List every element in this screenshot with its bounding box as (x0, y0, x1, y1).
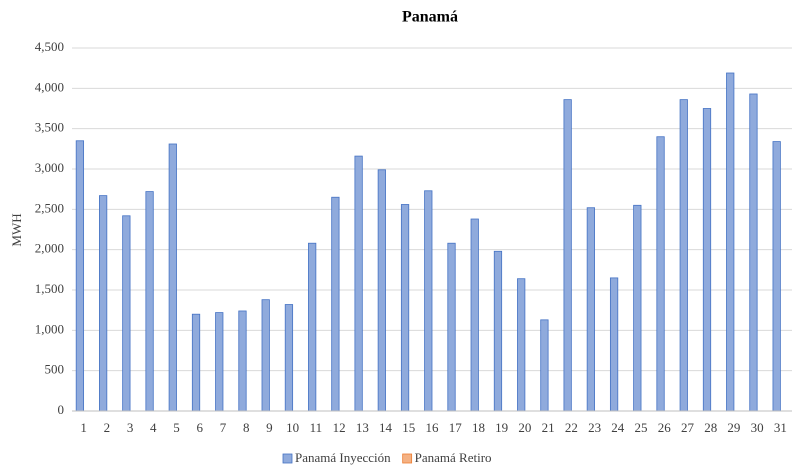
x-tick-label: 30 (751, 420, 764, 435)
y-tick-label: 3,500 (35, 120, 64, 135)
bar (679, 99, 688, 412)
bar (377, 169, 386, 412)
x-tick-label: 3 (127, 420, 134, 435)
bar (493, 250, 503, 412)
y-tick-label: 0 (58, 402, 65, 417)
bar (261, 299, 270, 412)
bar (400, 204, 410, 412)
bar (308, 242, 317, 412)
x-tick-label: 22 (565, 420, 578, 435)
bar (75, 140, 85, 412)
x-tick-label: 6 (196, 420, 203, 435)
bar (331, 196, 340, 412)
x-tick-label: 14 (379, 420, 393, 435)
bar (215, 312, 224, 412)
legend-swatch (402, 453, 413, 464)
x-tick-label: 20 (518, 420, 531, 435)
bar (238, 310, 247, 412)
x-tick-label: 23 (588, 420, 601, 435)
bar (540, 319, 549, 412)
bar (284, 304, 294, 412)
x-tick-label: 15 (402, 420, 415, 435)
bar (145, 191, 154, 412)
bar (99, 195, 108, 412)
x-tick-label: 17 (449, 420, 463, 435)
bar (633, 204, 642, 412)
bar (517, 278, 526, 412)
legend-swatch (282, 453, 293, 464)
x-tick-label: 10 (286, 420, 299, 435)
bar (749, 93, 758, 412)
chart-title: Panamá (402, 9, 458, 26)
x-tick-label: 5 (173, 420, 180, 435)
x-tick-label: 28 (704, 420, 717, 435)
x-tick-label: 9 (266, 420, 273, 435)
x-tick-label: 21 (542, 420, 555, 435)
bar (726, 72, 735, 412)
y-axis-label: MWH (9, 213, 24, 246)
x-tick-label: 26 (658, 420, 672, 435)
legend-label: Panamá Inyección (295, 450, 391, 465)
bar (191, 313, 201, 412)
bar (447, 242, 456, 412)
x-tick-label: 11 (310, 420, 323, 435)
x-tick-label: 16 (426, 420, 440, 435)
x-tick-label: 12 (333, 420, 346, 435)
x-tick-label: 29 (727, 420, 740, 435)
x-tick-label: 8 (243, 420, 250, 435)
bar (424, 190, 433, 412)
x-tick-label: 31 (774, 420, 787, 435)
legend-label: Panamá Retiro (415, 450, 492, 465)
bar (702, 108, 712, 412)
x-tick-label: 13 (356, 420, 369, 435)
x-tick-label: 18 (472, 420, 485, 435)
bar (609, 277, 619, 412)
bar (470, 218, 479, 412)
y-tick-label: 2,500 (35, 200, 64, 215)
y-tick-label: 3,000 (35, 160, 64, 175)
y-tick-label: 4,500 (35, 39, 64, 54)
bar (168, 143, 177, 412)
x-tick-label: 4 (150, 420, 157, 435)
x-tick-label: 25 (635, 420, 648, 435)
y-tick-label: 1,500 (35, 281, 64, 296)
y-tick-label: 1,000 (35, 321, 64, 336)
x-tick-label: 19 (495, 420, 508, 435)
bar (586, 207, 595, 412)
x-tick-label: 24 (611, 420, 625, 435)
bar (656, 136, 665, 412)
bar (354, 155, 363, 412)
y-tick-label: 4,000 (35, 79, 64, 94)
x-tick-label: 2 (104, 420, 111, 435)
x-tick-label: 7 (220, 420, 227, 435)
bar (122, 215, 131, 412)
x-tick-label: 1 (80, 420, 87, 435)
y-tick-label: 500 (45, 362, 65, 377)
bar (563, 99, 572, 412)
x-tick-label: 27 (681, 420, 695, 435)
y-tick-label: 2,000 (35, 241, 64, 256)
bar (772, 141, 781, 412)
